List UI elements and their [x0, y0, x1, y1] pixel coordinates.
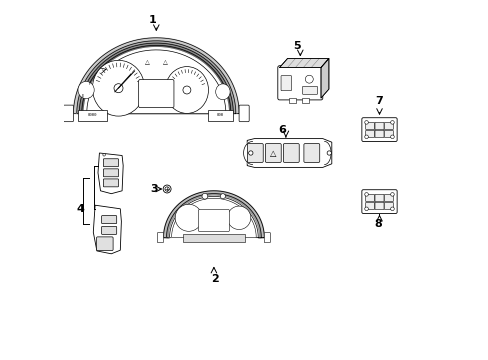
Text: 7: 7	[374, 96, 382, 106]
Ellipse shape	[390, 193, 393, 196]
Ellipse shape	[364, 135, 367, 139]
FancyBboxPatch shape	[361, 118, 396, 141]
Text: 2: 2	[211, 274, 219, 284]
Ellipse shape	[248, 151, 252, 155]
Polygon shape	[77, 41, 235, 113]
FancyBboxPatch shape	[374, 202, 383, 210]
FancyBboxPatch shape	[365, 194, 374, 202]
Ellipse shape	[202, 193, 207, 199]
FancyBboxPatch shape	[361, 190, 396, 213]
FancyBboxPatch shape	[239, 105, 249, 122]
Polygon shape	[84, 48, 228, 113]
FancyBboxPatch shape	[264, 233, 270, 243]
FancyBboxPatch shape	[288, 98, 296, 103]
Polygon shape	[81, 45, 230, 113]
Polygon shape	[93, 205, 121, 254]
Ellipse shape	[114, 84, 123, 93]
Polygon shape	[98, 153, 123, 194]
FancyBboxPatch shape	[207, 110, 232, 121]
FancyBboxPatch shape	[183, 234, 244, 242]
Ellipse shape	[165, 67, 208, 113]
Polygon shape	[79, 43, 233, 113]
FancyBboxPatch shape	[103, 159, 118, 167]
FancyBboxPatch shape	[102, 216, 117, 224]
Ellipse shape	[220, 194, 225, 199]
Ellipse shape	[215, 84, 230, 100]
FancyBboxPatch shape	[384, 130, 392, 138]
FancyBboxPatch shape	[247, 144, 263, 162]
FancyBboxPatch shape	[103, 169, 118, 177]
FancyBboxPatch shape	[384, 194, 392, 202]
FancyBboxPatch shape	[283, 144, 299, 162]
FancyBboxPatch shape	[157, 233, 163, 243]
FancyBboxPatch shape	[63, 105, 73, 122]
Text: 8: 8	[374, 219, 382, 229]
Polygon shape	[163, 191, 264, 238]
Ellipse shape	[364, 193, 367, 196]
Polygon shape	[279, 58, 328, 68]
Text: E: E	[81, 94, 83, 98]
FancyBboxPatch shape	[365, 130, 374, 138]
Text: 5: 5	[292, 41, 300, 51]
FancyBboxPatch shape	[265, 144, 281, 162]
Polygon shape	[320, 58, 328, 98]
FancyBboxPatch shape	[277, 66, 322, 100]
Text: 1: 1	[149, 15, 157, 25]
FancyBboxPatch shape	[384, 202, 392, 210]
FancyBboxPatch shape	[374, 122, 383, 130]
FancyBboxPatch shape	[103, 179, 118, 187]
FancyBboxPatch shape	[78, 110, 106, 121]
FancyBboxPatch shape	[301, 98, 308, 103]
FancyBboxPatch shape	[374, 130, 383, 138]
FancyBboxPatch shape	[302, 86, 317, 94]
FancyBboxPatch shape	[102, 226, 117, 234]
Text: F: F	[88, 82, 90, 86]
Text: 000: 000	[216, 113, 223, 117]
FancyBboxPatch shape	[365, 122, 374, 130]
Ellipse shape	[364, 121, 367, 124]
Ellipse shape	[326, 151, 331, 155]
Polygon shape	[169, 197, 258, 238]
Ellipse shape	[390, 207, 393, 211]
Ellipse shape	[390, 135, 393, 139]
FancyBboxPatch shape	[365, 202, 374, 210]
FancyBboxPatch shape	[384, 122, 392, 130]
FancyBboxPatch shape	[198, 210, 229, 231]
Ellipse shape	[227, 206, 250, 230]
Ellipse shape	[78, 81, 94, 99]
Text: △: △	[144, 59, 149, 64]
Polygon shape	[243, 141, 252, 165]
Polygon shape	[73, 38, 239, 113]
Text: 6: 6	[278, 125, 286, 135]
Text: △: △	[269, 149, 276, 158]
Text: △: △	[163, 59, 167, 64]
Ellipse shape	[390, 121, 393, 124]
Ellipse shape	[92, 60, 144, 116]
Text: 0000: 0000	[87, 113, 97, 117]
FancyBboxPatch shape	[281, 76, 291, 91]
Text: 3: 3	[150, 184, 158, 194]
Ellipse shape	[364, 207, 367, 211]
Polygon shape	[171, 198, 256, 238]
FancyBboxPatch shape	[303, 144, 319, 162]
FancyBboxPatch shape	[139, 80, 174, 108]
Text: 4: 4	[76, 204, 84, 214]
FancyBboxPatch shape	[374, 194, 383, 202]
Ellipse shape	[163, 185, 171, 193]
Polygon shape	[247, 139, 331, 167]
Ellipse shape	[102, 153, 105, 156]
Ellipse shape	[183, 86, 190, 94]
Ellipse shape	[175, 204, 202, 231]
Polygon shape	[166, 194, 261, 238]
Ellipse shape	[305, 75, 313, 83]
FancyBboxPatch shape	[96, 237, 113, 251]
Ellipse shape	[164, 187, 169, 191]
